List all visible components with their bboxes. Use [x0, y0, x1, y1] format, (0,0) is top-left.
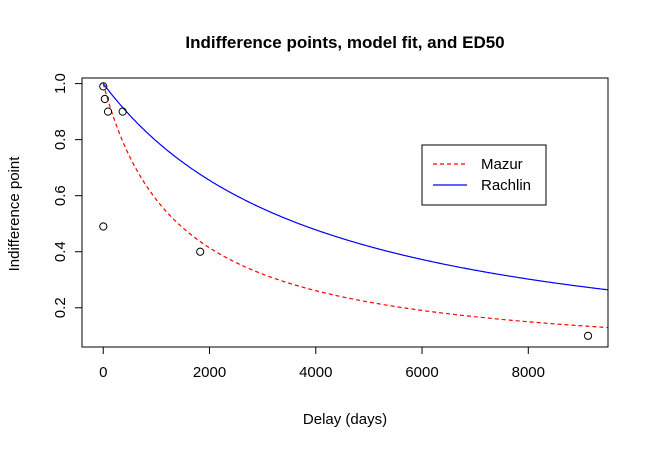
x-tick-label: 2000 — [193, 364, 226, 381]
y-tick-label: 0.2 — [52, 297, 69, 318]
x-axis-label: Delay (days) — [303, 411, 387, 428]
x-tick-label: 4000 — [299, 364, 332, 381]
legend-label-rachlin: Rachlin — [481, 177, 531, 194]
x-tick-label: 8000 — [512, 364, 545, 381]
legend-box — [421, 144, 547, 206]
data-point — [103, 107, 113, 116]
y-tick-label: 0.8 — [52, 129, 69, 150]
y-tick-label: 0.6 — [52, 185, 69, 206]
data-point — [196, 247, 205, 256]
curve-rachlin — [102, 83, 608, 291]
legend-label-mazur: Mazur — [481, 156, 523, 173]
y-tick-label: 1.0 — [52, 73, 69, 94]
chart-title: Indifference points, model fit, and ED50 — [185, 33, 504, 52]
x-tick-label: 0 — [99, 364, 107, 381]
data-point — [583, 331, 593, 340]
x-axis: 0 2000 4000 6000 8000 — [99, 346, 545, 381]
data-point — [118, 107, 127, 116]
data-point — [99, 82, 108, 91]
data-point — [100, 94, 109, 104]
curve-mazur — [102, 83, 608, 329]
data-points — [99, 82, 593, 340]
x-tick-label: 6000 — [405, 364, 438, 381]
plot-frame — [81, 77, 609, 348]
y-axis-label: Indifference point — [6, 156, 23, 272]
data-point — [99, 222, 108, 231]
y-axis: 0.2 0.4 0.6 0.8 1.0 — [52, 73, 83, 318]
legend: Mazur Rachlin — [421, 144, 547, 206]
model-curves — [102, 83, 608, 329]
y-tick-label: 0.4 — [52, 241, 69, 262]
